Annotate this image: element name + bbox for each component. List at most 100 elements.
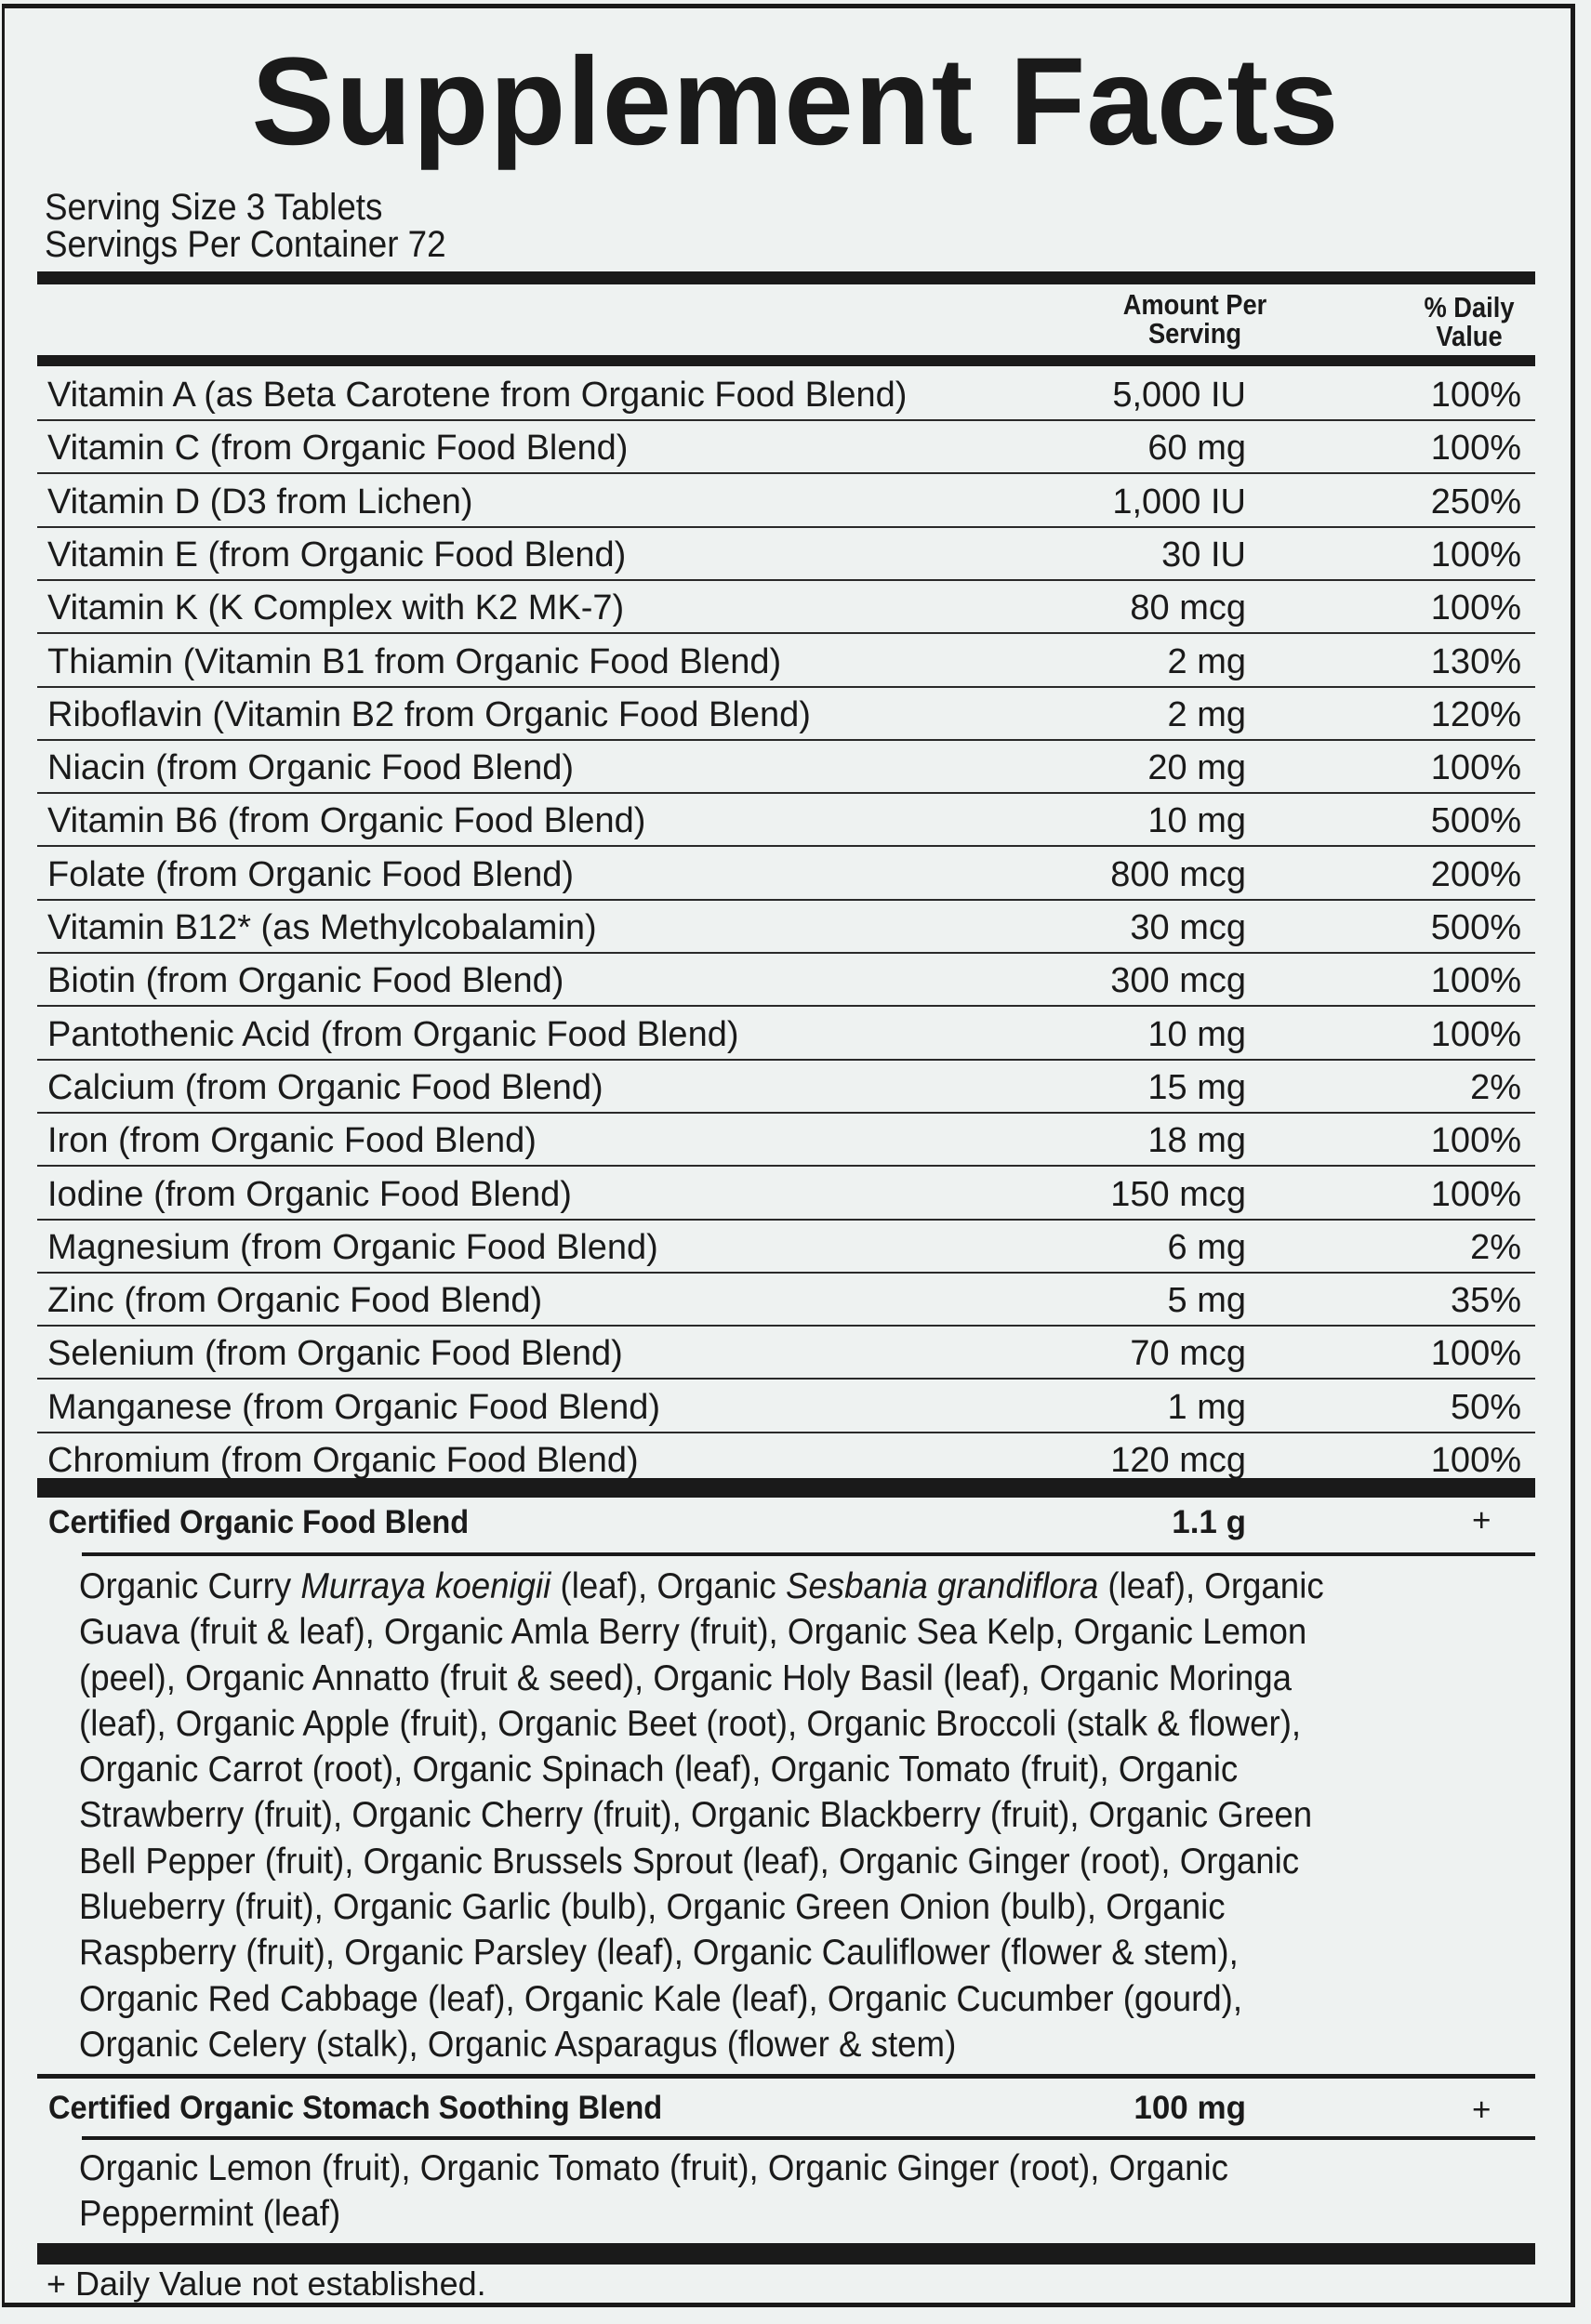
nutrient-name: Vitamin B12* (as Methylcobalamin) — [47, 908, 597, 947]
nutrient-daily-value: 100% — [1430, 588, 1521, 628]
nutrient-daily-value: 500% — [1430, 908, 1521, 947]
ingredient-text: Peppermint (leaf) — [79, 2194, 341, 2235]
ingredient-line: Guava (fruit & leaf), Organic Amla Berry… — [79, 1609, 1324, 1655]
nutrient-daily-value: 500% — [1430, 801, 1521, 841]
header-amount-line2: Serving — [1147, 317, 1242, 350]
nutrient-amount: 1,000 IU — [1112, 482, 1246, 522]
ingredient-text: (leaf), Organic — [1098, 1566, 1324, 1606]
nutrient-daily-value: 100% — [1430, 535, 1521, 574]
nutrient-daily-value: 2% — [1470, 1227, 1521, 1267]
nutrient-row: Chromium (from Organic Food Blend) 120 mc… — [37, 1433, 1535, 1486]
nutrient-amount: 10 mg — [1147, 801, 1246, 841]
nutrient-daily-value: 250% — [1430, 482, 1521, 522]
ingredient-text: Raspberry (fruit), Organic Parsley (leaf… — [79, 1933, 1239, 1974]
nutrient-amount: 60 mg — [1147, 429, 1246, 469]
ingredient-text: (leaf), Organic — [550, 1566, 786, 1606]
stomach-blend-amount: 100 mg — [1134, 2090, 1246, 2126]
nutrient-row: Thiamin (Vitamin B1 from Organic Food Bl… — [37, 635, 1535, 688]
ingredient-text: Organic Lemon (fruit), Organic Tomato (f… — [79, 2148, 1229, 2188]
footnote: + Daily Value not established. — [46, 2265, 486, 2303]
ingredient-text: Guava (fruit & leaf), Organic Amla Berry… — [79, 1612, 1307, 1653]
nutrient-row: Vitamin E (from Organic Food Blend) 30 IU… — [37, 528, 1535, 581]
ingredient-text: Organic Celery (stalk), Organic Asparagu… — [79, 2024, 957, 2065]
servings-per-container: Servings Per Container 72 — [45, 224, 446, 265]
nutrient-name: Zinc (from Organic Food Blend) — [47, 1281, 543, 1321]
nutrient-amount: 2 mg — [1167, 694, 1246, 734]
ingredient-line: Organic Celery (stalk), Organic Asparagu… — [79, 2022, 1324, 2067]
nutrient-row: Vitamin C (from Organic Food Blend) 60 mg… — [37, 421, 1535, 475]
ingredient-line: Blueberry (fruit), Organic Garlic (bulb)… — [79, 1884, 1324, 1930]
header-dv-line1: % Daily — [1424, 291, 1515, 324]
nutrient-row: Iodine (from Organic Food Blend) 150 mcg 1… — [37, 1168, 1535, 1221]
nutrient-name: Pantothenic Acid (from Organic Food Blen… — [47, 1014, 739, 1054]
ingredient-text: Bell Pepper (fruit), Organic Brussels Sp… — [79, 1841, 1300, 1882]
nutrient-amount: 120 mcg — [1110, 1441, 1246, 1480]
nutrient-daily-value: 100% — [1430, 961, 1521, 1001]
nutrient-daily-value: 100% — [1430, 1441, 1521, 1480]
nutrient-row: Calcium (from Organic Food Blend) 15 mg 2% — [37, 1061, 1535, 1114]
nutrient-row: Manganese (from Organic Food Blend) 1 mg 5… — [37, 1380, 1535, 1433]
nutrient-daily-value: 50% — [1450, 1387, 1521, 1427]
nutrient-daily-value: 100% — [1430, 429, 1521, 469]
header-dv-line2: Value — [1436, 320, 1503, 352]
nutrient-name: Vitamin B6 (from Organic Food Blend) — [47, 801, 646, 841]
ingredient-text: Blueberry (fruit), Organic Garlic (bulb)… — [79, 1887, 1226, 1928]
divider — [82, 2136, 1535, 2140]
nutrient-row: Selenium (from Organic Food Blend) 70 mcg… — [37, 1327, 1535, 1380]
nutrient-daily-value: 100% — [1430, 1121, 1521, 1161]
nutrient-amount: 2 mg — [1167, 641, 1246, 681]
nutrient-amount: 70 mcg — [1130, 1334, 1246, 1374]
food-blend-ingredients: Organic Curry Murraya koenigii (leaf), O… — [79, 1564, 1324, 2067]
nutrient-daily-value: 200% — [1430, 854, 1521, 894]
ingredient-text: Organic Curry — [79, 1566, 301, 1606]
nutrient-amount: 30 IU — [1161, 535, 1246, 574]
nutrient-daily-value: 100% — [1430, 1014, 1521, 1054]
ingredient-line: Organic Carrot (root), Organic Spinach (… — [79, 1747, 1324, 1792]
nutrient-name: Vitamin E (from Organic Food Blend) — [47, 535, 627, 574]
ingredient-latin-name: Murraya koenigii — [300, 1566, 551, 1606]
ingredient-line: Raspberry (fruit), Organic Parsley (leaf… — [79, 1930, 1324, 1975]
nutrient-name: Thiamin (Vitamin B1 from Organic Food Bl… — [47, 641, 782, 681]
nutrient-name: Vitamin K (K Complex with K2 MK-7) — [47, 588, 625, 628]
nutrient-row: Iron (from Organic Food Blend) 18 mg 100% — [37, 1114, 1535, 1168]
nutrient-amount: 18 mg — [1147, 1121, 1246, 1161]
label-frame — [2, 4, 1575, 2307]
nutrient-daily-value: 100% — [1430, 376, 1521, 415]
ingredient-line: (leaf), Organic Apple (fruit), Organic B… — [79, 1701, 1324, 1747]
food-blend-dv: + — [1472, 1502, 1492, 1538]
nutrient-daily-value: 100% — [1430, 748, 1521, 788]
header-daily-value: % Daily Value — [1420, 293, 1518, 350]
nutrient-name: Selenium (from Organic Food Blend) — [47, 1334, 623, 1374]
stomach-blend-name: Certified Organic Stomach Soothing Blend — [48, 2090, 663, 2126]
nutrient-amount: 5,000 IU — [1112, 376, 1246, 415]
nutrient-amount: 80 mcg — [1130, 588, 1246, 628]
nutrient-name: Folate (from Organic Food Blend) — [47, 854, 575, 894]
nutrient-name: Manganese (from Organic Food Blend) — [47, 1387, 660, 1427]
ingredient-line: Organic Lemon (fruit), Organic Tomato (f… — [79, 2146, 1228, 2191]
ingredient-line: Peppermint (leaf) — [79, 2191, 1228, 2237]
nutrient-name: Vitamin A (as Beta Carotene from Organic… — [47, 376, 908, 415]
nutrient-name: Calcium (from Organic Food Blend) — [47, 1067, 603, 1107]
nutrient-amount: 800 mcg — [1110, 854, 1246, 894]
nutrient-name: Vitamin D (D3 from Lichen) — [47, 482, 473, 522]
nutrient-amount: 10 mg — [1147, 1014, 1246, 1054]
nutrient-row: Vitamin B6 (from Organic Food Blend) 10 m… — [37, 794, 1535, 848]
stomach-blend-ingredients: Organic Lemon (fruit), Organic Tomato (f… — [79, 2146, 1228, 2238]
nutrient-daily-value: 2% — [1470, 1067, 1521, 1107]
nutrient-name: Iron (from Organic Food Blend) — [47, 1121, 537, 1161]
nutrient-row: Vitamin K (K Complex with K2 MK-7) 80 mcg… — [37, 581, 1535, 635]
food-blend-amount: 1.1 g — [1172, 1504, 1246, 1540]
nutrient-amount: 5 mg — [1167, 1281, 1246, 1321]
nutrient-row: Riboflavin (Vitamin B2 from Organic Food… — [37, 688, 1535, 741]
ingredient-text: Organic Carrot (root), Organic Spinach (… — [79, 1750, 1239, 1790]
divider-thick — [37, 2243, 1535, 2265]
nutrient-row: Folate (from Organic Food Blend) 800 mcg 2… — [37, 848, 1535, 901]
nutrient-daily-value: 130% — [1430, 641, 1521, 681]
nutrient-amount: 15 mg — [1147, 1067, 1246, 1107]
header-amount: Amount Per Serving — [1121, 290, 1268, 348]
nutrient-name: Biotin (from Organic Food Blend) — [47, 961, 564, 1001]
nutrient-amount: 6 mg — [1167, 1227, 1246, 1267]
nutrient-name: Chromium (from Organic Food Blend) — [47, 1441, 639, 1480]
nutrient-name: Magnesium (from Organic Food Blend) — [47, 1227, 658, 1267]
nutrient-daily-value: 35% — [1450, 1281, 1521, 1321]
